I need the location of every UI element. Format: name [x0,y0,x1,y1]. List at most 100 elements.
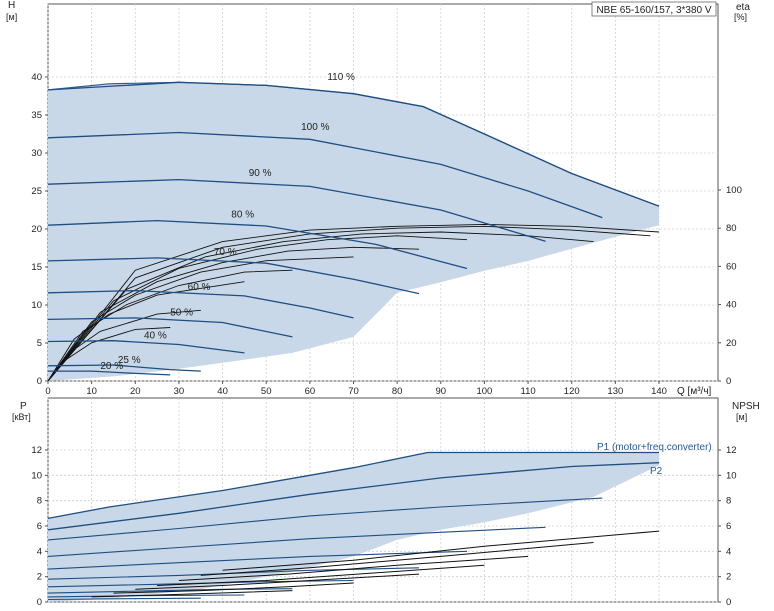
power-curve-1 [47,497,603,541]
efficiency-curve-7 [47,269,293,382]
y-right-tick-label: 80 [726,223,737,234]
head-curve-label: 25 % [118,355,141,366]
x-tick-label: 140 [651,386,667,397]
x-tick-label: 100 [476,386,492,397]
p2-label: P2 [650,466,663,477]
npsh-curve-5 [135,573,420,590]
y-left-tick-label: 15 [31,262,42,273]
efficiency-curve-9 [47,309,201,382]
efficiency-curve-3 [47,231,594,382]
x-tick-label: 120 [564,386,580,397]
efficiency-curve-5 [47,246,420,382]
head-curve-label: 90 % [249,168,272,179]
y-left-tick-label: 10 [31,470,42,481]
y-right-tick-label: 60 [726,261,737,272]
head-curve-5 [47,257,420,295]
power-npsh-chart: P [кВт] NPSH [м] P1 (motor+freq.converte… [12,397,760,608]
npsh-curve-2 [200,542,594,576]
head-curve-label: 100 % [301,122,329,133]
y-left-tick-label: 2 [37,572,42,583]
power-curve-6 [47,588,293,594]
x-tick-label: 0 [45,386,50,397]
npsh-curve-6 [113,582,354,594]
y-right-tick-label: 10 [726,470,737,481]
y-left-unit: [кВт] [12,412,31,422]
efficiency-curve-2 [47,225,651,382]
head-curve-10 [48,370,171,376]
y-right-tick-label: 40 [726,300,737,311]
y-left-label: P [20,401,27,412]
x-tick-label: 60 [305,386,316,397]
x-tick-label: 80 [392,386,403,397]
x-tick-label: 130 [607,386,623,397]
y-right-tick-label: 20 [726,338,737,349]
y-right-tick-label: 4 [726,546,731,557]
y-left-tick-label: 0 [37,376,42,387]
y-right-unit: [м] [736,412,747,422]
y-left-tick-label: 20 [31,224,42,235]
efficiency-curve-1 [47,223,660,382]
head-curve-label: 80 % [231,210,254,221]
x-tick-label: 70 [348,386,359,397]
y-left-tick-label: 0 [37,597,42,608]
head-curve-6 [47,289,354,319]
head-curve-9 [47,364,201,372]
operating-envelope [48,82,659,382]
y-right-label: NPSH [732,401,760,412]
npsh-curve-4 [157,564,485,586]
x-tick-label: 90 [435,386,446,397]
x-tick-label: 110 [520,386,535,397]
x-tick-label: 10 [86,386,97,397]
y-left-tick-label: 8 [37,496,42,507]
npsh-curve-1 [222,530,660,571]
y-right-label: eta [736,2,750,13]
y-right-tick-label: 2 [726,572,731,583]
head-curve-1 [47,81,660,207]
power-curve-8 [47,597,201,601]
head-curve-label: 60 % [188,282,211,293]
power-curve-3 [47,550,468,570]
title-box [591,1,717,17]
y-left-tick-label: 12 [31,445,42,456]
y-left-tick-label: 30 [31,148,42,159]
head-curve-label: 40 % [144,330,167,341]
head-curve-8 [47,340,245,354]
head-curve-label: 50 % [170,308,193,319]
head-efficiency-chart: H [м] eta [%] Q [м³/ч] 110 % 100 % 90 % 80 … [6,0,750,397]
y-left-tick-label: 4 [37,546,42,557]
y-left-tick-label: 40 [31,72,42,83]
y-left-tick-label: 5 [37,338,42,349]
y-right-tick-label: 0 [726,597,731,608]
y-left-label: H [8,0,15,11]
npsh-curve-7 [91,590,293,598]
head-curve-label: 20 % [100,361,123,372]
y-right-tick-label: 8 [726,496,731,507]
x-axis-label: Q [м³/ч] [677,386,712,397]
y-left-tick-label: 25 [31,186,42,197]
y-right-tick-label: 0 [726,376,731,387]
efficiency-curve-4 [47,235,468,382]
power-series-2 [47,462,660,531]
efficiency-curve-8 [47,281,245,382]
y-right-unit: [%] [734,12,747,22]
y-right-tick-label: 6 [726,521,731,532]
head-curve-3 [47,178,546,242]
npsh-curve-3 [178,555,529,581]
power-series-1 [47,451,659,520]
x-tick-label: 20 [130,386,141,397]
power-curve-2 [47,526,546,557]
head-curve-4 [47,219,468,270]
y-left-tick-label: 10 [31,300,42,311]
y-left-tick-label: 35 [31,110,42,121]
y-right-tick-label: 100 [726,185,742,196]
x-tick-label: 50 [261,386,272,397]
head-curve-2 [47,131,603,219]
p1-label: P1 (motor+freq.converter) [597,442,712,453]
power-envelope [48,452,659,602]
head-curve-label: 70 % [214,247,237,258]
efficiency-curve-10 [47,327,171,382]
head-curve-label: 110 % [327,72,355,83]
y-left-unit: [м] [6,12,17,22]
chart-title: NBE 65-160/157, 3*380 V [596,5,711,16]
